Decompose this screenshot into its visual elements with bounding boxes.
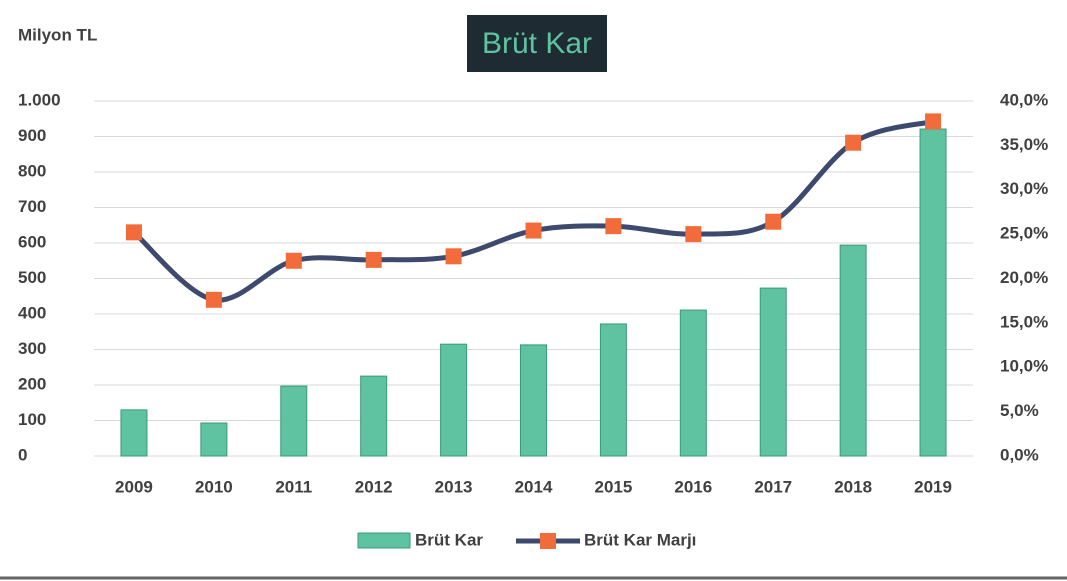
- title-box: [467, 15, 607, 72]
- legend-swatch: [357, 532, 411, 549]
- y2-tick-label: 5,0%: [1000, 401, 1039, 420]
- y2-tick-label: 0,0%: [1000, 445, 1039, 464]
- y-tick-label: 600: [18, 232, 46, 251]
- y-tick-label: 700: [18, 197, 46, 216]
- chart-title: Brüt Kar: [482, 27, 592, 60]
- y2-tick-label: 15,0%: [1000, 312, 1048, 331]
- y-axis-title: Milyon TL: [18, 25, 97, 44]
- bar: [679, 309, 707, 457]
- y-tick-label: 300: [18, 339, 46, 358]
- bar: [839, 244, 867, 457]
- x-tick-label: 2019: [914, 477, 952, 496]
- y-tick-label: 500: [18, 268, 46, 287]
- legend-swatch: [540, 533, 556, 549]
- marker: [605, 218, 622, 235]
- x-tick-label: 2013: [435, 477, 473, 496]
- bar: [360, 375, 388, 457]
- legend-label: Brüt Kar Marjı: [584, 530, 696, 549]
- y2-tick-label: 30,0%: [1000, 179, 1048, 198]
- marker: [365, 251, 382, 268]
- bar: [200, 422, 228, 457]
- bar: [120, 409, 148, 457]
- y2-tick-label: 35,0%: [1000, 135, 1048, 154]
- marker: [525, 222, 542, 239]
- x-tick-label: 2018: [834, 477, 872, 496]
- y-tick-label: 1.000: [18, 90, 61, 109]
- bar: [599, 323, 627, 457]
- x-tick-label: 2010: [195, 477, 233, 496]
- y2-tick-label: 40,0%: [1000, 90, 1048, 109]
- y-tick-label: 100: [18, 410, 46, 429]
- marker: [925, 113, 942, 130]
- y-tick-label: 900: [18, 126, 46, 145]
- y2-tick-label: 25,0%: [1000, 224, 1048, 243]
- x-tick-label: 2015: [594, 477, 632, 496]
- y-tick-label: 200: [18, 374, 46, 393]
- x-tick-label: 2017: [754, 477, 792, 496]
- marker: [445, 248, 462, 265]
- y-tick-label: 0: [18, 445, 27, 464]
- bar: [520, 344, 547, 457]
- bar: [919, 128, 947, 457]
- marker: [285, 252, 302, 269]
- marker: [125, 224, 142, 241]
- bar: [759, 287, 787, 457]
- marker: [845, 134, 862, 151]
- y2-tick-label: 10,0%: [1000, 357, 1048, 376]
- y-tick-label: 800: [18, 161, 46, 180]
- x-tick-label: 2011: [275, 477, 312, 496]
- x-tick-label: 2009: [115, 477, 153, 496]
- y-tick-label: 400: [18, 303, 46, 322]
- marker: [765, 213, 782, 230]
- marker: [205, 291, 222, 308]
- bar: [440, 343, 468, 457]
- y2-tick-label: 20,0%: [1000, 268, 1048, 287]
- legend-label: Brüt Kar: [415, 530, 483, 549]
- marker: [685, 226, 702, 243]
- x-tick-label: 2012: [355, 477, 393, 496]
- x-tick-label: 2014: [515, 477, 553, 496]
- x-tick-label: 2016: [674, 477, 712, 496]
- bar: [280, 385, 308, 457]
